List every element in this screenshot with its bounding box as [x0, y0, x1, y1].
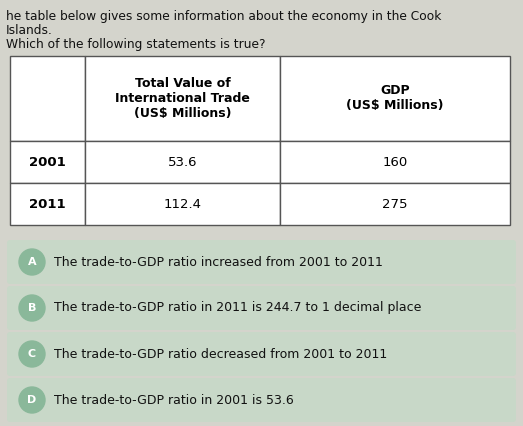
- Text: C: C: [28, 349, 36, 359]
- Bar: [10, 56, 85, 141]
- Text: 275: 275: [382, 198, 408, 210]
- Text: Islands.: Islands.: [6, 24, 53, 37]
- Text: GDP
(US$ Millions): GDP (US$ Millions): [346, 84, 444, 112]
- Text: B: B: [28, 303, 36, 313]
- FancyBboxPatch shape: [7, 332, 516, 376]
- Text: 112.4: 112.4: [164, 198, 201, 210]
- FancyBboxPatch shape: [7, 378, 516, 422]
- Text: D: D: [27, 395, 37, 405]
- Text: Which of the following statements is true?: Which of the following statements is tru…: [6, 38, 266, 51]
- Circle shape: [19, 387, 45, 413]
- Bar: [85, 183, 280, 225]
- FancyBboxPatch shape: [7, 286, 516, 330]
- Bar: [280, 183, 510, 225]
- Text: The trade-to-GDP ratio in 2001 is 53.6: The trade-to-GDP ratio in 2001 is 53.6: [54, 394, 294, 406]
- Text: 160: 160: [382, 155, 407, 169]
- Text: he table below gives some information about the economy in the Cook: he table below gives some information ab…: [6, 10, 441, 23]
- Bar: [10, 141, 85, 183]
- Text: 2011: 2011: [29, 198, 66, 210]
- Text: The trade-to-GDP ratio increased from 2001 to 2011: The trade-to-GDP ratio increased from 20…: [54, 256, 383, 268]
- Text: The trade-to-GDP ratio decreased from 2001 to 2011: The trade-to-GDP ratio decreased from 20…: [54, 348, 387, 360]
- Text: 53.6: 53.6: [168, 155, 197, 169]
- Bar: [85, 141, 280, 183]
- FancyBboxPatch shape: [7, 240, 516, 284]
- Circle shape: [19, 249, 45, 275]
- Bar: [280, 141, 510, 183]
- Text: Total Value of
International Trade
(US$ Millions): Total Value of International Trade (US$ …: [115, 77, 250, 120]
- Bar: [85, 56, 280, 141]
- Bar: [280, 56, 510, 141]
- Circle shape: [19, 295, 45, 321]
- Text: A: A: [28, 257, 36, 267]
- Bar: [10, 183, 85, 225]
- Text: The trade-to-GDP ratio in 2011 is 244.7 to 1 decimal place: The trade-to-GDP ratio in 2011 is 244.7 …: [54, 302, 422, 314]
- Circle shape: [19, 341, 45, 367]
- Text: 2001: 2001: [29, 155, 66, 169]
